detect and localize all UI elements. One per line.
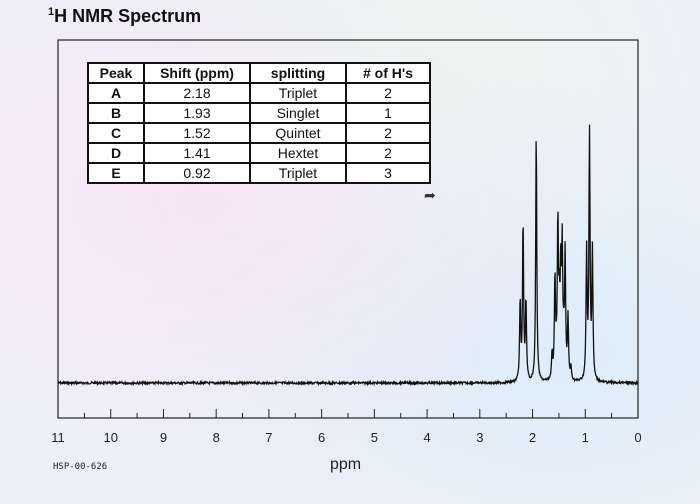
table-row: B 1.93 Singlet 1 <box>87 102 431 124</box>
table-row: A 2.18 Triplet 2 <box>87 82 431 104</box>
title-superscript: 1 <box>48 6 55 18</box>
x-tick-label: 0 <box>634 430 641 445</box>
instrument-label: HSP-00-626 <box>53 462 108 472</box>
cell-splitting: Hextet <box>249 142 347 164</box>
cell-shift: 2.18 <box>143 82 251 104</box>
header-splitting: splitting <box>249 62 347 84</box>
x-tick-label: 10 <box>103 430 117 445</box>
x-tick-label: 5 <box>371 430 378 445</box>
x-tick-label: 7 <box>265 430 272 445</box>
table-row: D 1.41 Hextet 2 <box>87 142 431 164</box>
cell-splitting: Triplet <box>249 162 347 184</box>
header-shift: Shift (ppm) <box>143 62 251 84</box>
header-peak: Peak <box>87 62 145 84</box>
x-tick-label: 8 <box>213 430 220 445</box>
cell-peak: A <box>87 82 145 104</box>
x-tick-label: 11 <box>51 430 65 445</box>
peak-table: Peak Shift (ppm) splitting # of H's A 2.… <box>87 62 431 184</box>
spectrum-trace <box>57 124 639 387</box>
header-h-count: # of H's <box>345 62 431 84</box>
x-tick-label: 6 <box>318 430 325 445</box>
x-tick-label: 1 <box>582 430 589 445</box>
title-text: H NMR Spectrum <box>54 6 202 26</box>
x-axis-tick-labels: 11 10 9 8 7 6 5 4 3 2 1 0 <box>51 430 641 445</box>
mouse-pointer-icon: ➦ <box>424 187 436 203</box>
table-row: E 0.92 Triplet 3 <box>87 162 431 184</box>
cell-shift: 0.92 <box>143 162 251 184</box>
cell-peak: B <box>87 102 145 124</box>
peak-table-header-row: Peak Shift (ppm) splitting # of H's <box>87 62 431 84</box>
cell-splitting: Singlet <box>249 102 347 124</box>
cell-h-count: 2 <box>345 122 431 144</box>
spectrum-title: 1H NMR Spectrum <box>48 6 201 27</box>
x-tick-label: 3 <box>476 430 483 445</box>
cell-peak: D <box>87 142 145 164</box>
cell-shift: 1.41 <box>143 142 251 164</box>
cell-splitting: Quintet <box>249 122 347 144</box>
x-tick-label: 9 <box>160 430 167 445</box>
x-axis-ticks <box>57 409 639 418</box>
cell-peak: E <box>87 162 145 184</box>
cell-shift: 1.93 <box>143 102 251 124</box>
cell-peak: C <box>87 122 145 144</box>
cell-shift: 1.52 <box>143 122 251 144</box>
table-row: C 1.52 Quintet 2 <box>87 122 431 144</box>
cell-h-count: 2 <box>345 82 431 104</box>
cell-h-count: 3 <box>345 162 431 184</box>
cell-h-count: 1 <box>345 102 431 124</box>
x-axis-label: ppm <box>330 456 362 473</box>
cell-splitting: Triplet <box>249 82 347 104</box>
x-tick-label: 4 <box>423 430 430 445</box>
cell-h-count: 2 <box>345 142 431 164</box>
x-tick-label: 2 <box>529 430 536 445</box>
